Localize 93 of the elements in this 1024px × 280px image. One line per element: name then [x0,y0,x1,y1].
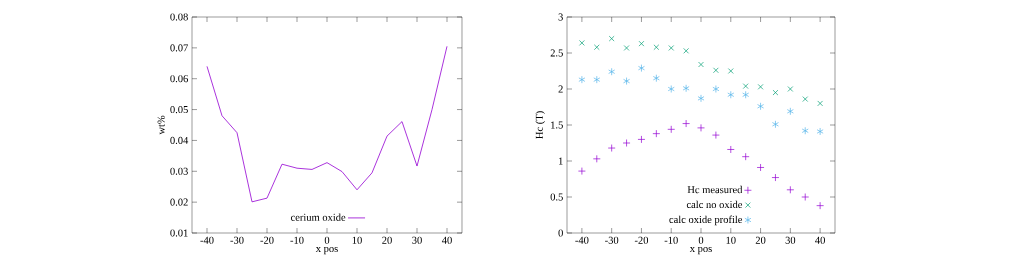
point [578,167,586,175]
point [801,193,810,201]
point [623,77,630,85]
point [742,83,749,89]
y-tick-label: 2.5 [550,49,563,57]
point [727,90,735,99]
point [593,75,601,84]
x-tick-label: 30 [412,236,422,244]
point [579,40,585,46]
point [668,45,675,51]
y-tick-label: 1 [558,157,563,165]
point [697,124,705,132]
y-tick-label: 0.08 [170,13,188,21]
x-tick-label: -40 [575,236,589,244]
point [771,173,780,182]
point [667,85,675,93]
point [772,89,779,96]
point [638,40,645,47]
point [756,163,765,172]
x-tick-label: 10 [726,236,736,244]
x-tick-label: -30 [605,236,619,244]
y-axis-title: Hc (T) [535,111,545,139]
point [682,119,690,128]
point [742,90,750,99]
y-tick-label: 0 [558,229,563,237]
point [786,185,795,194]
y-tick-label: 0.06 [170,75,188,83]
point [667,125,676,134]
y-tick-label: 0.04 [170,136,189,144]
x-tick-label: -20 [260,236,274,244]
y-tick-label: 0.05 [170,106,188,114]
point [816,201,824,210]
point [772,120,779,129]
point [652,74,660,83]
x-tick-label: 20 [382,236,392,244]
x-tick-label: 20 [755,236,766,244]
y-tick-label: 0.07 [170,44,189,52]
point [816,127,824,136]
point [713,67,719,74]
x-tick-label: 0 [324,236,330,244]
point [593,44,600,51]
point [638,64,645,72]
point [683,48,689,54]
legend-label: Hc measured [687,185,743,194]
point [698,61,704,68]
y-tick-label: 0.02 [170,198,188,206]
x-tick-label: -20 [634,236,649,244]
y-tick-label: 3 [558,13,563,21]
x-tick-label: -30 [230,236,244,244]
y-tick-label: 0.01 [170,229,188,237]
point [607,144,616,152]
point [623,45,630,51]
x-axis-title: x pos [689,246,712,255]
x-tick-label: 40 [441,236,452,244]
y-tick-label: 0.5 [550,193,563,201]
x-tick-label: 40 [815,236,825,244]
point [757,84,764,90]
y-tick-label: 2 [558,85,563,93]
point [578,75,586,84]
point [652,129,661,138]
point [726,145,735,154]
point [712,85,720,93]
point [802,96,809,102]
point [697,94,705,103]
point [801,126,809,135]
x-tick-label: -10 [290,236,304,244]
point [741,152,750,161]
point [757,102,764,111]
point [786,107,794,116]
point [727,68,734,74]
point [608,35,615,42]
point [653,44,660,51]
x-axis-title: x pos [315,246,338,255]
y-axis-title: wt% [157,115,165,135]
x-tick-label: 10 [352,236,362,244]
x-tick-label: -10 [664,236,678,244]
legend-label: calc no oxide [686,200,743,209]
point [817,100,823,107]
point [608,67,616,76]
line-series [206,45,448,203]
x-tick-label: 0 [698,236,704,244]
point [787,86,794,92]
x-tick-label: -40 [200,236,214,244]
point [622,139,631,147]
legend-label: calc oxide profile [669,215,743,226]
y-tick-label: 1.5 [551,121,563,129]
point [712,131,720,139]
point [637,135,646,144]
point [682,84,690,93]
point [592,154,601,163]
x-tick-label: 30 [785,236,796,244]
y-tick-label: 0.03 [170,167,188,175]
legend-label: cerium oxide [290,213,346,221]
